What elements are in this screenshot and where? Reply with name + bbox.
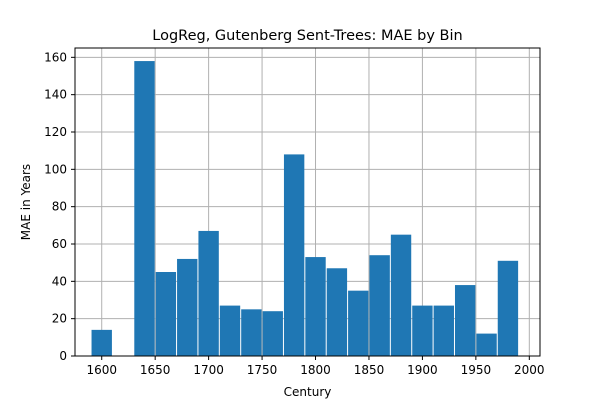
x-tick-label: 1900: [407, 363, 438, 377]
y-tick-label: 140: [44, 88, 67, 102]
y-tick-label: 60: [52, 237, 67, 251]
bar: [283, 154, 305, 356]
bar: [198, 230, 219, 356]
x-tick-label: 1600: [86, 363, 117, 377]
bar: [348, 290, 369, 356]
y-tick-label: 20: [52, 312, 67, 326]
bar: [91, 329, 112, 356]
bar: [134, 61, 155, 357]
bar: [412, 305, 433, 356]
bar: [433, 305, 454, 356]
bars: [91, 61, 519, 357]
x-tick-label: 1700: [193, 363, 224, 377]
bar: [326, 268, 348, 356]
y-tick-label: 80: [52, 200, 67, 214]
y-tick-label: 160: [44, 50, 67, 64]
plot-frame: [74, 47, 541, 357]
bar: [305, 257, 326, 356]
x-tick-label: 1850: [354, 363, 385, 377]
bar: [262, 311, 283, 356]
y-tick-label: 0: [59, 349, 67, 363]
bar: [155, 272, 177, 356]
chart-title: LogReg, Gutenberg Sent-Trees: MAE by Bin: [152, 28, 462, 44]
x-tick-label: 2000: [514, 363, 545, 377]
bar: [219, 305, 241, 356]
bar: [390, 234, 412, 356]
ticks: 1600 1650 1700 1750 1800 1850 1900 1950 2000 0 20 4…: [44, 50, 544, 377]
x-axis-label: Century: [284, 385, 332, 399]
bar: [497, 260, 519, 356]
x-tick-label: 1950: [461, 363, 492, 377]
bar: [241, 309, 262, 356]
y-tick-label: 100: [44, 162, 67, 176]
bar: [177, 258, 198, 356]
x-tick-label: 1650: [140, 363, 171, 377]
x-tick-label: 1800: [300, 363, 331, 377]
bar: [369, 255, 390, 356]
x-tick-label: 1750: [247, 363, 278, 377]
y-axis-label: MAE in Years: [19, 164, 33, 240]
y-tick-label: 40: [52, 274, 67, 288]
bar: [454, 285, 476, 356]
bar: [476, 333, 497, 356]
y-tick-label: 120: [44, 125, 67, 139]
